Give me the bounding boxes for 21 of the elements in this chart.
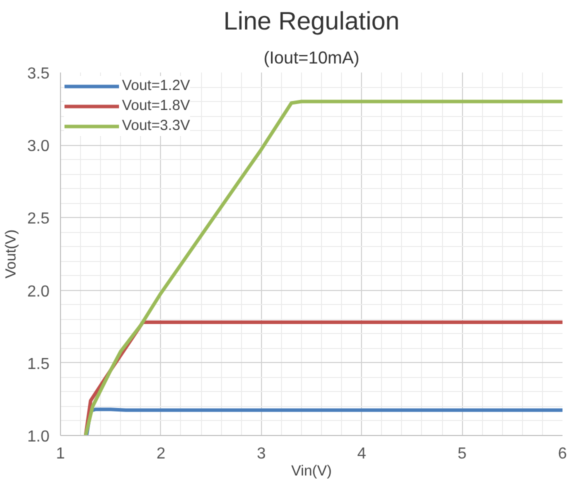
- x-tick-label: 1: [56, 446, 66, 462]
- y-axis-title: Vout(V): [3, 230, 20, 278]
- x-tick-label: 5: [458, 446, 467, 462]
- y-tick-label: 3.0: [27, 138, 50, 156]
- line-series: [84, 100, 562, 436]
- x-tick-label: 2: [156, 446, 166, 462]
- line-series: [84, 408, 562, 436]
- y-tick-label: 1.5: [27, 356, 50, 373]
- x-tick-label: 6: [558, 446, 568, 462]
- legend-label: Vout=3.3V: [122, 118, 190, 134]
- y-tick-label: 3.5: [27, 66, 50, 82]
- chart-subtitle: (Iout=10mA): [264, 48, 360, 68]
- x-tick-label: 3: [256, 446, 266, 462]
- legend-label: Vout=1.8V: [122, 98, 190, 114]
- y-tick-label: 2.5: [27, 210, 50, 228]
- y-tick-label: 2.0: [27, 283, 50, 300]
- x-tick-label: 4: [357, 446, 366, 462]
- x-axis-title: Vin(V): [291, 464, 332, 480]
- y-tick-label: 1.0: [27, 428, 50, 446]
- legend-label: Vout=1.2V: [122, 78, 190, 94]
- chart-title: Line Regulation: [223, 8, 400, 36]
